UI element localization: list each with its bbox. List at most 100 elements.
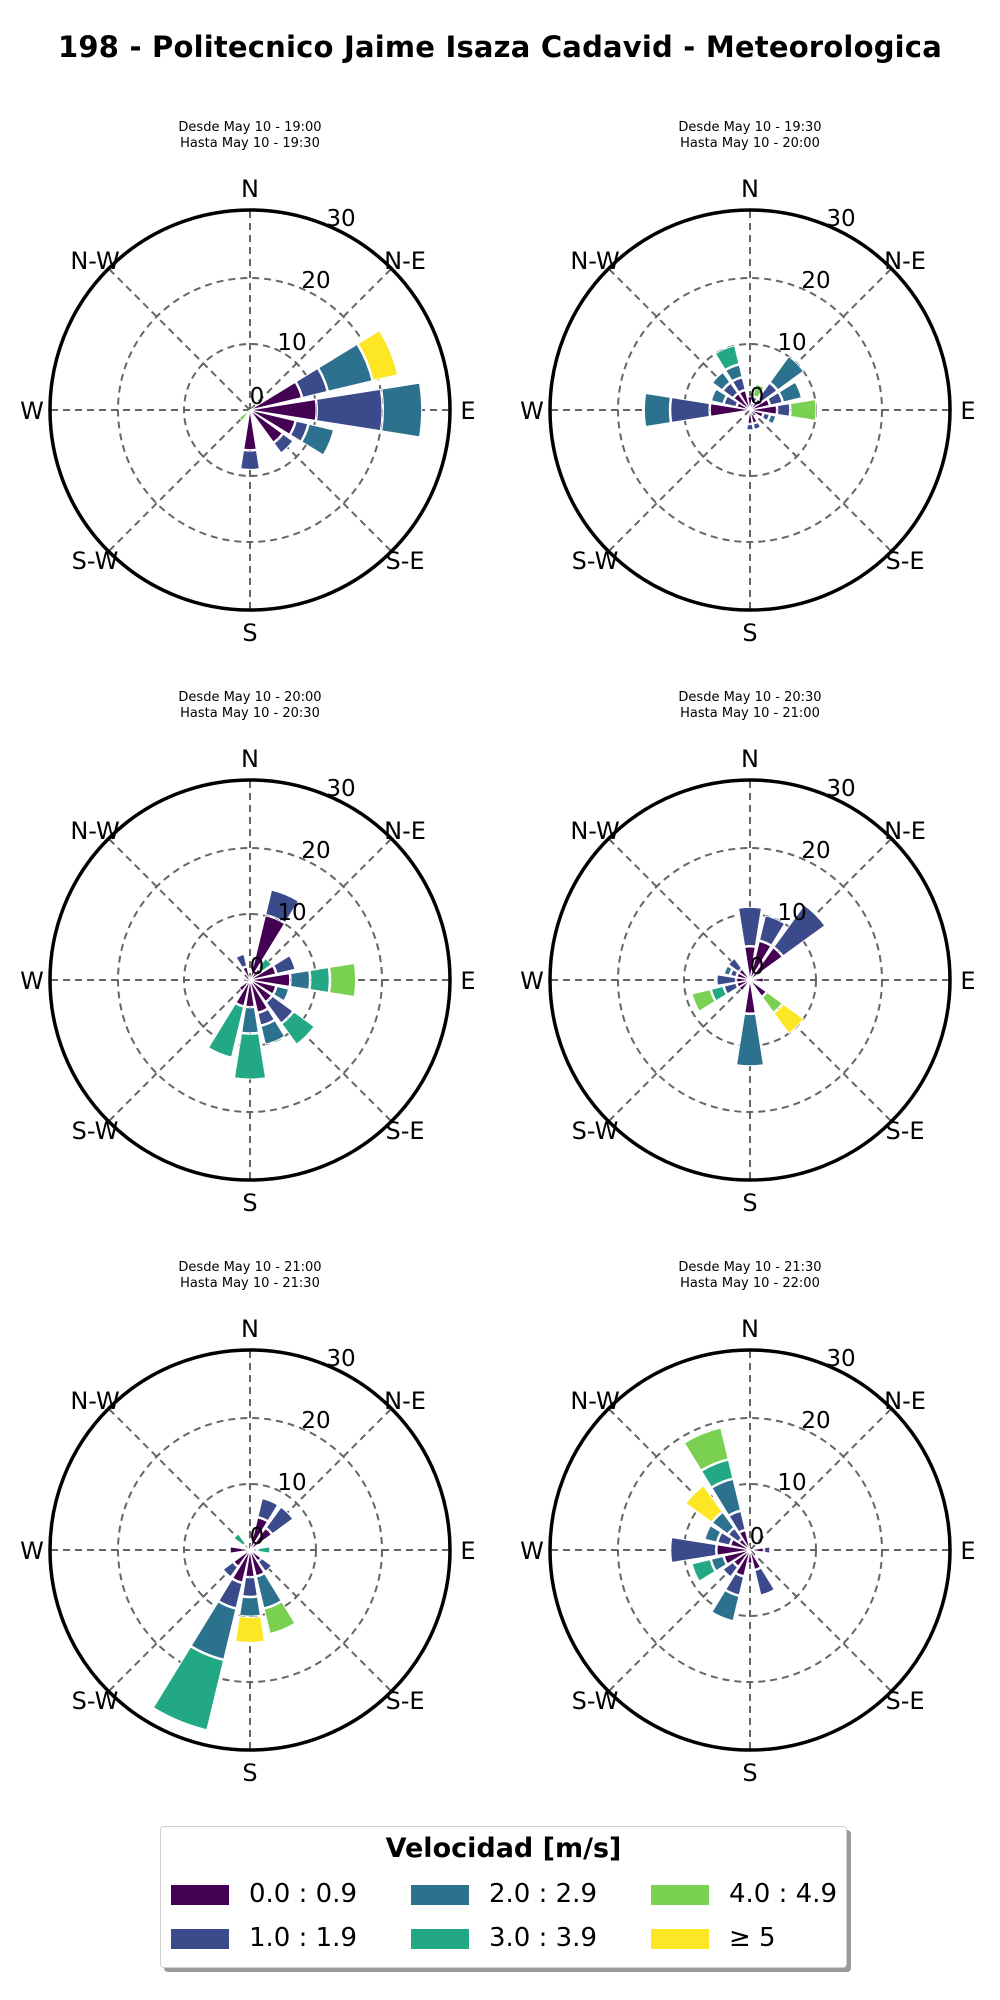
grid-spoke <box>107 1407 251 1551</box>
grid-spoke <box>607 409 751 553</box>
compass-label: S-E <box>885 1117 924 1145</box>
wind-bar-segment <box>643 392 671 428</box>
radial-tick-label: 30 <box>826 1346 855 1372</box>
compass-label: N-W <box>70 1387 119 1415</box>
wind-bar-segment <box>732 377 746 393</box>
grid-spoke <box>749 979 893 1123</box>
wind-bar-segment <box>773 904 826 957</box>
wind-bar-segment <box>289 420 309 442</box>
wind-bar-segment <box>723 395 739 408</box>
compass-label: S-E <box>885 547 924 575</box>
radial-tick-label: 10 <box>777 330 806 356</box>
wind-bar-segment <box>249 1548 258 1552</box>
wind-bar-segment <box>754 1567 775 1596</box>
grid-spoke <box>749 409 893 553</box>
legend-item: 1.0 : 1.9 <box>171 1923 401 1955</box>
wind-bar-segment <box>249 381 302 411</box>
wind-bar-segment <box>710 388 727 405</box>
compass-label: N <box>741 1315 759 1343</box>
wind-bar-segment <box>190 1601 237 1660</box>
wind-bar-segment <box>769 355 805 391</box>
legend-swatch <box>171 1885 229 1905</box>
wind-bar-segment <box>238 409 251 422</box>
panel-subtitle: Hasta May 10 - 20:30 <box>180 706 320 721</box>
compass-label: W <box>20 967 44 995</box>
compass-label: N-W <box>70 247 119 275</box>
wind-bar-segment <box>233 1533 246 1546</box>
wind-bar-segment <box>761 412 770 422</box>
compass-label: E <box>960 967 975 995</box>
wind-bar-segment <box>749 977 764 983</box>
wind-bar-segment <box>242 1576 258 1597</box>
grid-spoke <box>607 1549 751 1693</box>
grid-spoke <box>249 837 393 981</box>
wind-bar-segment <box>744 979 756 1014</box>
wind-bar-segment <box>240 450 260 470</box>
grid-ring <box>617 277 883 543</box>
compass-label: W <box>520 967 544 995</box>
wind-bar-segment <box>727 957 743 973</box>
grid-spoke <box>249 979 393 1123</box>
radial-tick-label: 10 <box>777 1470 806 1496</box>
wind-bar-segment <box>249 409 283 443</box>
compass-label: S <box>742 1189 757 1217</box>
wind-bar-segment <box>265 1506 294 1535</box>
wind-bar-segment <box>723 1549 751 1565</box>
compass-label: E <box>460 1537 475 1565</box>
wind-bar-segment <box>235 979 251 1007</box>
wind-bar-segment <box>357 329 399 381</box>
wind-bar-segment <box>736 977 751 983</box>
compass-label: S <box>742 619 757 647</box>
legend-item: 2.0 : 2.9 <box>411 1879 641 1911</box>
compass-label: W <box>20 397 44 425</box>
wind-bar-segment <box>229 1546 251 1554</box>
wind-bar-segment <box>749 947 783 981</box>
wind-bar-segment <box>249 973 291 987</box>
wind-bar-segment <box>233 1033 267 1080</box>
compass-label: S-E <box>385 1117 424 1145</box>
panel-subtitle: Hasta May 10 - 22:00 <box>680 1276 820 1291</box>
wind-bar-segment <box>778 381 802 403</box>
legend-label: 0.0 : 0.9 <box>249 1879 357 1909</box>
wind-bar-segment <box>767 414 777 425</box>
wind-bar-segment <box>749 409 764 418</box>
wind-bar-segment <box>242 978 251 982</box>
wind-bar-segment <box>329 962 357 998</box>
wind-bar-segment <box>711 1589 740 1622</box>
wind-bar-segment <box>725 364 743 382</box>
radial-tick-label: 0 <box>750 954 765 980</box>
wind-bar-segment <box>773 1003 805 1035</box>
wind-bar-segment <box>670 1537 717 1563</box>
wind-bar-segment <box>727 1527 743 1543</box>
grid-spoke <box>607 837 751 981</box>
wind-bar-segment <box>257 1546 271 1554</box>
wind-bar-segment <box>152 1646 225 1731</box>
grid-spoke <box>607 1407 751 1551</box>
outer-circle <box>48 1348 452 1752</box>
grid-spoke <box>249 1407 393 1551</box>
wind-bar-segment <box>685 1485 723 1523</box>
legend-item: 0.0 : 0.9 <box>171 1879 401 1911</box>
wind-bar-segment <box>757 382 778 403</box>
radial-tick-label: 10 <box>277 900 306 926</box>
grid-spoke <box>107 267 251 411</box>
compass-label: N-E <box>884 817 926 845</box>
wind-bar-segment <box>722 1561 739 1578</box>
wind-bar-segment <box>249 979 268 1013</box>
outer-circle <box>48 778 452 1182</box>
radial-tick-label: 20 <box>301 838 330 864</box>
wind-bar-segment <box>749 398 762 411</box>
wind-bar-segment <box>243 1543 251 1551</box>
compass-label: S-W <box>572 1117 619 1145</box>
wind-bar-segment <box>738 968 751 981</box>
radial-tick-label: 30 <box>326 776 355 802</box>
grid-ring <box>683 913 817 1047</box>
wind-bar-segment <box>738 906 762 947</box>
compass-label: S-W <box>72 1117 119 1145</box>
wind-bar-segment <box>235 953 248 969</box>
wind-bar-segment <box>249 968 262 981</box>
compass-label: N-E <box>384 247 426 275</box>
wind-bar-segment <box>710 985 727 1002</box>
